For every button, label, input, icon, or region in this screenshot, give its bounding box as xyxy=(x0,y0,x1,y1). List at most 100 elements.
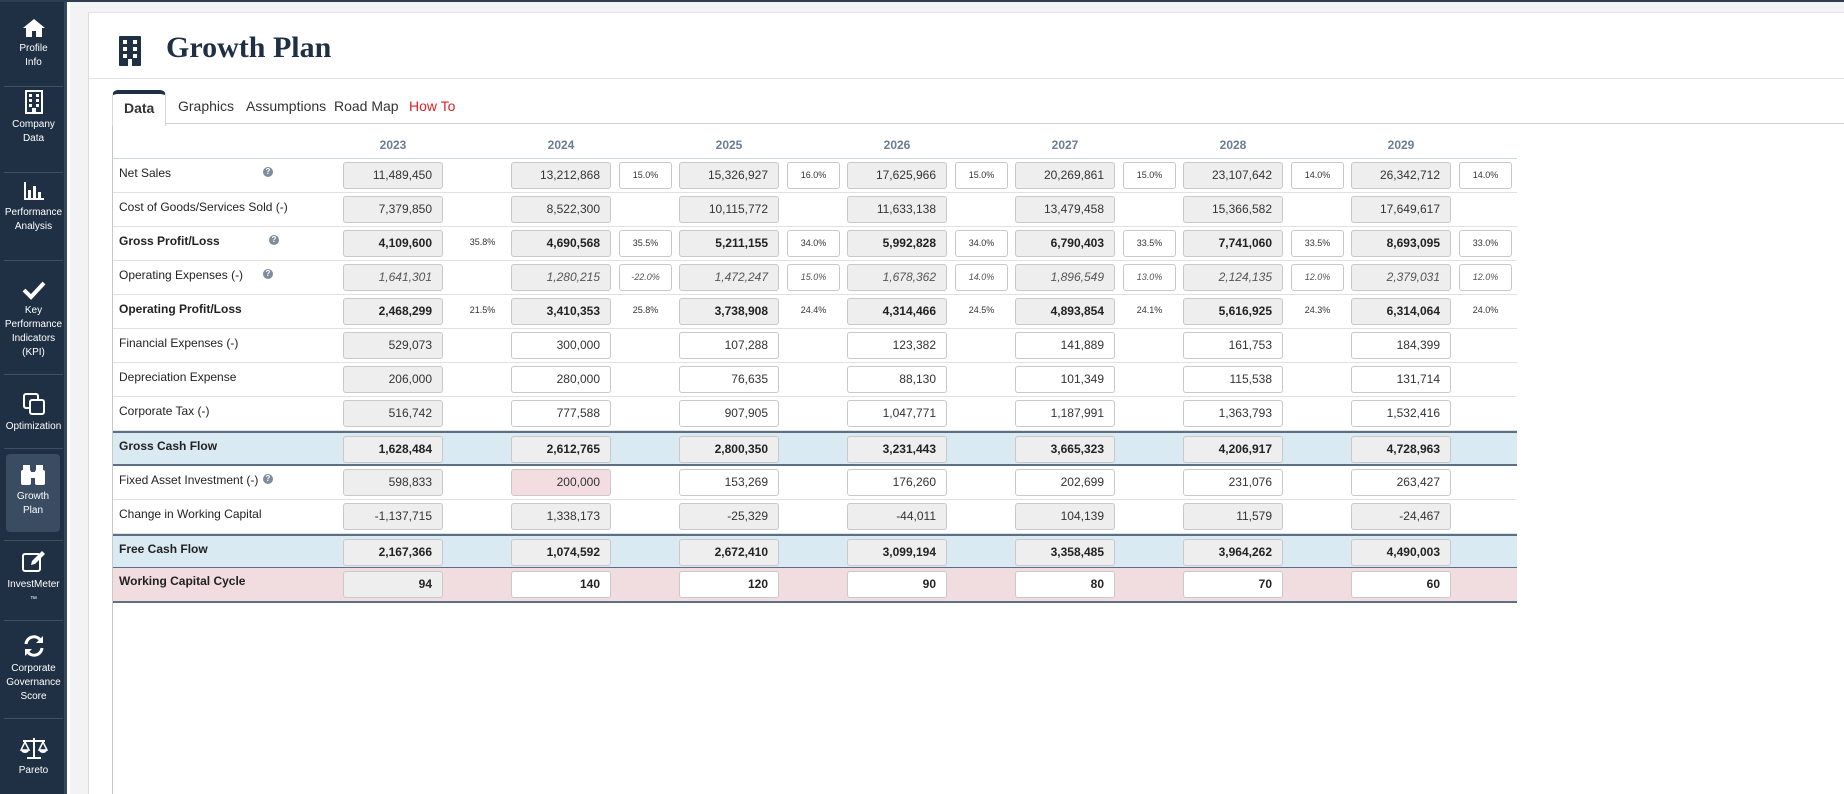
help-icon[interactable]: ? xyxy=(269,235,279,245)
value-cell[interactable]: 300,000 xyxy=(511,332,611,359)
percent-cell[interactable]: 15.0% xyxy=(955,162,1008,189)
percent-cell[interactable]: 34.0% xyxy=(787,230,840,257)
value-cell: 3,964,262 xyxy=(1183,539,1283,566)
value-cell[interactable]: 184,399 xyxy=(1351,332,1451,359)
value-cell: 6,314,064 xyxy=(1351,298,1451,325)
value-cell[interactable]: 60 xyxy=(1351,571,1451,598)
value-cell[interactable]: 907,905 xyxy=(679,400,779,427)
divider xyxy=(4,374,63,375)
value-cell[interactable]: 70 xyxy=(1183,571,1283,598)
value-cell[interactable]: 231,076 xyxy=(1183,469,1283,496)
percent-cell[interactable]: 33.5% xyxy=(1123,230,1176,257)
value-cell[interactable]: 101,349 xyxy=(1015,366,1115,393)
row-label: Operating Expenses (-) xyxy=(119,268,244,282)
main-area: Growth Plan Data Graphics Assumptions Ro… xyxy=(70,2,1844,794)
value-cell[interactable]: 1,532,416 xyxy=(1351,400,1451,427)
percent-cell[interactable]: 15.0% xyxy=(619,162,672,189)
value-cell: -25,329 xyxy=(679,503,779,530)
sidebar-item-growth-plan[interactable]: Growth Plan xyxy=(6,454,60,532)
sidebar-item-performance-analysis[interactable]: Performance Analysis xyxy=(0,180,67,234)
row-label: Fixed Asset Investment (-) xyxy=(119,473,259,487)
value-cell: 17,625,966 xyxy=(847,162,947,189)
sidebar-item-pareto[interactable]: Pareto xyxy=(0,736,67,778)
percent-cell[interactable]: 35.5% xyxy=(619,230,672,257)
percent-cell[interactable]: 15.0% xyxy=(787,264,840,291)
value-cell[interactable]: 161,753 xyxy=(1183,332,1283,359)
value-cell: 2,379,031 xyxy=(1351,264,1451,291)
sidebar-item-profile-info[interactable]: Profile Info xyxy=(0,18,67,70)
percent-cell[interactable]: 16.0% xyxy=(787,162,840,189)
growth-plan-table: 2023 2024 2025 2026 2027 2028 2029 Net Sales? 11… xyxy=(112,124,1844,794)
percent-cell[interactable]: 33.0% xyxy=(1459,230,1512,257)
percent-cell[interactable]: 12.0% xyxy=(1291,264,1344,291)
value-cell: 206,000 xyxy=(343,366,443,393)
value-cell[interactable]: 90 xyxy=(847,571,947,598)
value-cell: 94 xyxy=(343,571,443,598)
tab-how-to[interactable]: How To xyxy=(409,98,456,114)
value-cell[interactable]: 80 xyxy=(1015,571,1115,598)
table-row: Change in Working Capital -1,137,715 1,338… xyxy=(113,500,1517,534)
sidebar-item-corporate-governance[interactable]: Corporate Governance Score xyxy=(0,634,67,704)
sidebar-item-kpi[interactable]: Key Performance Indicators (KPI) xyxy=(0,280,67,360)
divider xyxy=(4,86,63,87)
value-cell: 598,833 xyxy=(343,469,443,496)
value-cell: 1,678,362 xyxy=(847,264,947,291)
sidebar: Profile Info Company Data Performance Analy… xyxy=(0,2,67,794)
value-cell[interactable]: 123,382 xyxy=(847,332,947,359)
value-cell[interactable]: 115,538 xyxy=(1183,366,1283,393)
percent-cell[interactable]: 14.0% xyxy=(1291,162,1344,189)
value-cell[interactable]: 1,047,771 xyxy=(847,400,947,427)
value-cell: 1,896,549 xyxy=(1015,264,1115,291)
percent-cell[interactable]: 33.5% xyxy=(1291,230,1344,257)
tab-data[interactable]: Data xyxy=(112,90,167,126)
year-header: 2028 xyxy=(1219,138,1247,152)
content-panel: Growth Plan Data Graphics Assumptions Ro… xyxy=(88,12,1844,794)
percent-cell: 24.0% xyxy=(1472,305,1499,315)
value-cell: 5,211,155 xyxy=(679,230,779,257)
table-row: Net Sales? 11,489,450 13,212,868 15,326,927… xyxy=(113,159,1517,193)
value-cell: 4,109,600 xyxy=(343,230,443,257)
value-cell[interactable]: 120 xyxy=(679,571,779,598)
value-cell: 13,212,868 xyxy=(511,162,611,189)
sidebar-item-investmeter[interactable]: InvestMeter ™ xyxy=(0,550,67,607)
tab-assumptions[interactable]: Assumptions xyxy=(246,98,327,114)
sidebar-item-company-data[interactable]: Company Data xyxy=(0,90,67,146)
value-cell[interactable]: 1,187,991 xyxy=(1015,400,1115,427)
value-cell[interactable]: 777,588 xyxy=(511,400,611,427)
value-cell[interactable]: 280,000 xyxy=(511,366,611,393)
percent-cell[interactable]: 12.0% xyxy=(1459,264,1512,291)
percent-cell[interactable]: -22.0% xyxy=(619,264,672,291)
sidebar-item-optimization[interactable]: Optimization xyxy=(0,392,67,434)
top-border xyxy=(0,0,1844,2)
tab-graphics[interactable]: Graphics xyxy=(178,98,235,114)
help-icon[interactable]: ? xyxy=(263,474,273,484)
value-cell[interactable]: 263,427 xyxy=(1351,469,1451,496)
row-label: Operating Profit/Loss xyxy=(119,302,242,316)
divider xyxy=(4,540,63,541)
value-cell[interactable]: 176,260 xyxy=(847,469,947,496)
value-cell[interactable]: 140 xyxy=(511,571,611,598)
table-row: Financial Expenses (-) 529,073 300,000 107,… xyxy=(113,329,1517,363)
help-icon[interactable]: ? xyxy=(263,269,273,279)
percent-cell[interactable]: 14.0% xyxy=(955,264,1008,291)
percent-cell[interactable]: 14.0% xyxy=(1459,162,1512,189)
value-cell: 11,489,450 xyxy=(343,162,443,189)
value-cell[interactable]: 153,269 xyxy=(679,469,779,496)
value-cell[interactable]: 141,889 xyxy=(1015,332,1115,359)
value-cell: 11,579 xyxy=(1183,503,1283,530)
row-label: Working Capital Cycle xyxy=(119,574,246,588)
percent-cell[interactable]: 13.0% xyxy=(1123,264,1176,291)
value-cell[interactable]: 1,363,793 xyxy=(1183,400,1283,427)
value-cell[interactable]: 107,288 xyxy=(679,332,779,359)
value-cell: 3,738,908 xyxy=(679,298,779,325)
value-cell[interactable]: 88,130 xyxy=(847,366,947,393)
percent-cell[interactable]: 34.0% xyxy=(955,230,1008,257)
sidebar-item-label: Company Data xyxy=(12,119,55,144)
value-cell[interactable]: 131,714 xyxy=(1351,366,1451,393)
value-cell: 26,342,712 xyxy=(1351,162,1451,189)
percent-cell[interactable]: 15.0% xyxy=(1123,162,1176,189)
value-cell[interactable]: 76,635 xyxy=(679,366,779,393)
tab-road-map[interactable]: Road Map xyxy=(334,98,399,114)
help-icon[interactable]: ? xyxy=(263,167,273,177)
value-cell[interactable]: 202,699 xyxy=(1015,469,1115,496)
